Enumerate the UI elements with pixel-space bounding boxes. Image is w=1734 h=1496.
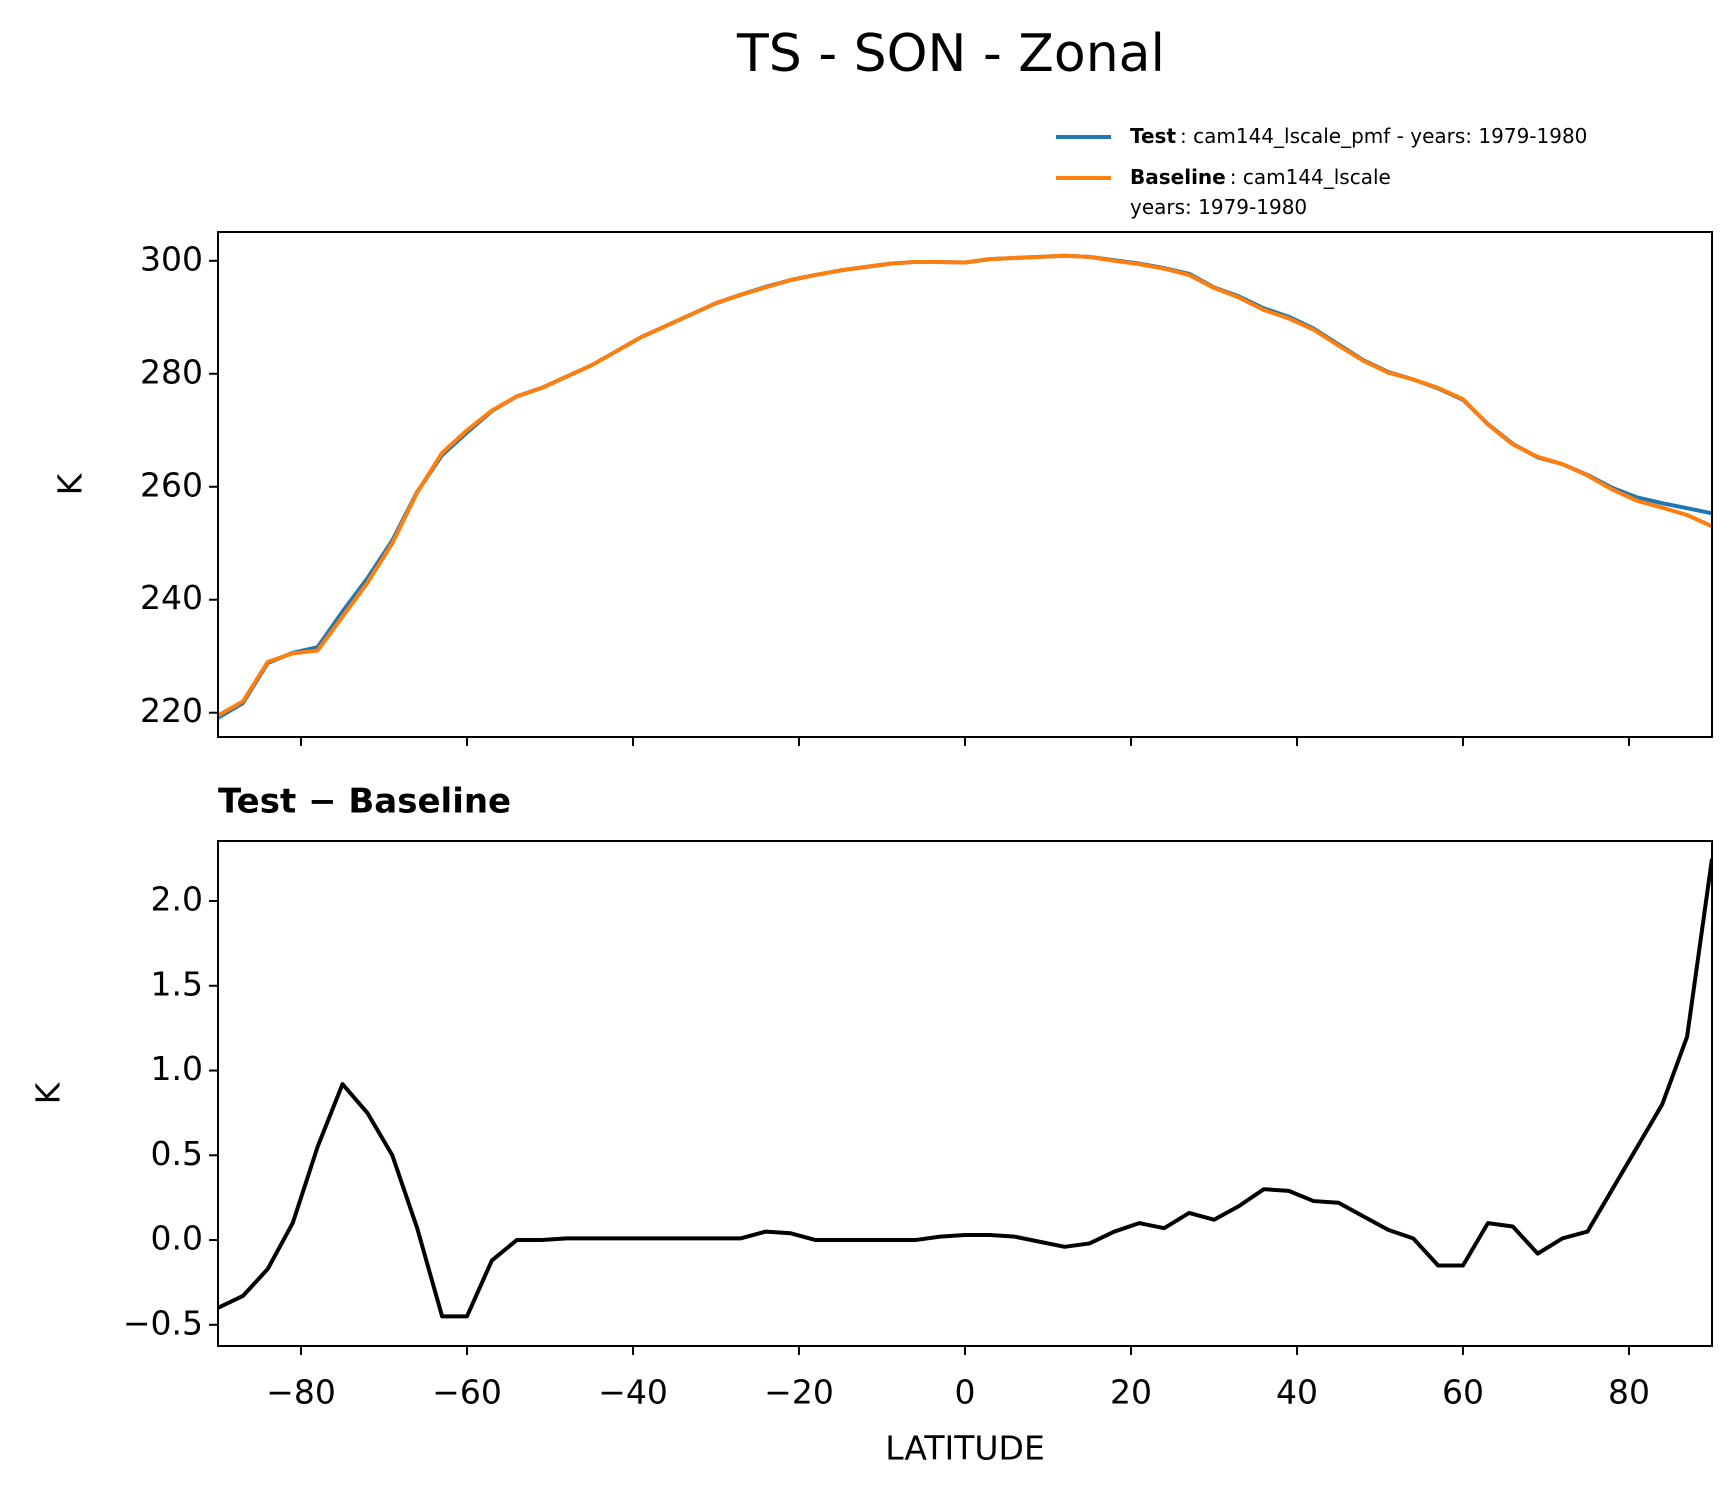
legend-text: : cam144_lscale xyxy=(1230,165,1391,189)
y-tick-label: 280 xyxy=(140,352,203,391)
legend-label: Baseline: cam144_lscale years: 1979-1980 xyxy=(1130,165,1391,219)
x-tick-label: −40 xyxy=(598,1373,668,1412)
legend-name: Test xyxy=(1130,124,1176,148)
y-tick-label: 260 xyxy=(140,465,203,504)
legend-name: Baseline xyxy=(1130,165,1226,189)
y-tick-label: 2.0 xyxy=(151,880,203,919)
x-axis-label: LATITUDE xyxy=(885,1429,1045,1468)
figure-title: TS - SON - Zonal xyxy=(736,24,1165,84)
legend-text: : cam144_lscale_pmf - years: 1979-1980 xyxy=(1180,124,1587,148)
legend-text: years: 1979-1980 xyxy=(1130,195,1307,219)
y-tick-label: 1.0 xyxy=(151,1049,203,1088)
y-tick-label: 240 xyxy=(140,578,203,617)
y-tick-label: 1.5 xyxy=(151,964,203,1003)
x-tick-label: −60 xyxy=(432,1373,502,1412)
x-tick-label: 60 xyxy=(1442,1373,1484,1412)
data-line xyxy=(218,858,1712,1319)
axes-frame xyxy=(217,231,1713,738)
x-tick-label: 20 xyxy=(1110,1373,1152,1412)
y-tick-label: −0.5 xyxy=(123,1303,203,1342)
y-tick-label: 0.5 xyxy=(151,1134,203,1173)
x-tick-label: 0 xyxy=(955,1373,976,1412)
data-line xyxy=(218,253,1712,718)
x-tick-label: 40 xyxy=(1276,1373,1318,1412)
axes-frame xyxy=(217,840,1713,1347)
x-tick-label: −80 xyxy=(266,1373,336,1412)
data-line xyxy=(218,253,1712,720)
y-axis-label: K xyxy=(29,1081,68,1104)
subplot-title: Test − Baseline xyxy=(218,782,511,822)
y-tick-label: 0.0 xyxy=(151,1219,203,1258)
legend-label: Test: cam144_lscale_pmf - years: 1979-19… xyxy=(1130,124,1587,148)
y-tick-label: 220 xyxy=(140,691,203,730)
x-tick-label: 80 xyxy=(1608,1373,1650,1412)
y-axis-label: K xyxy=(51,472,90,495)
x-tick-label: −20 xyxy=(764,1373,834,1412)
y-tick-label: 300 xyxy=(140,239,203,278)
